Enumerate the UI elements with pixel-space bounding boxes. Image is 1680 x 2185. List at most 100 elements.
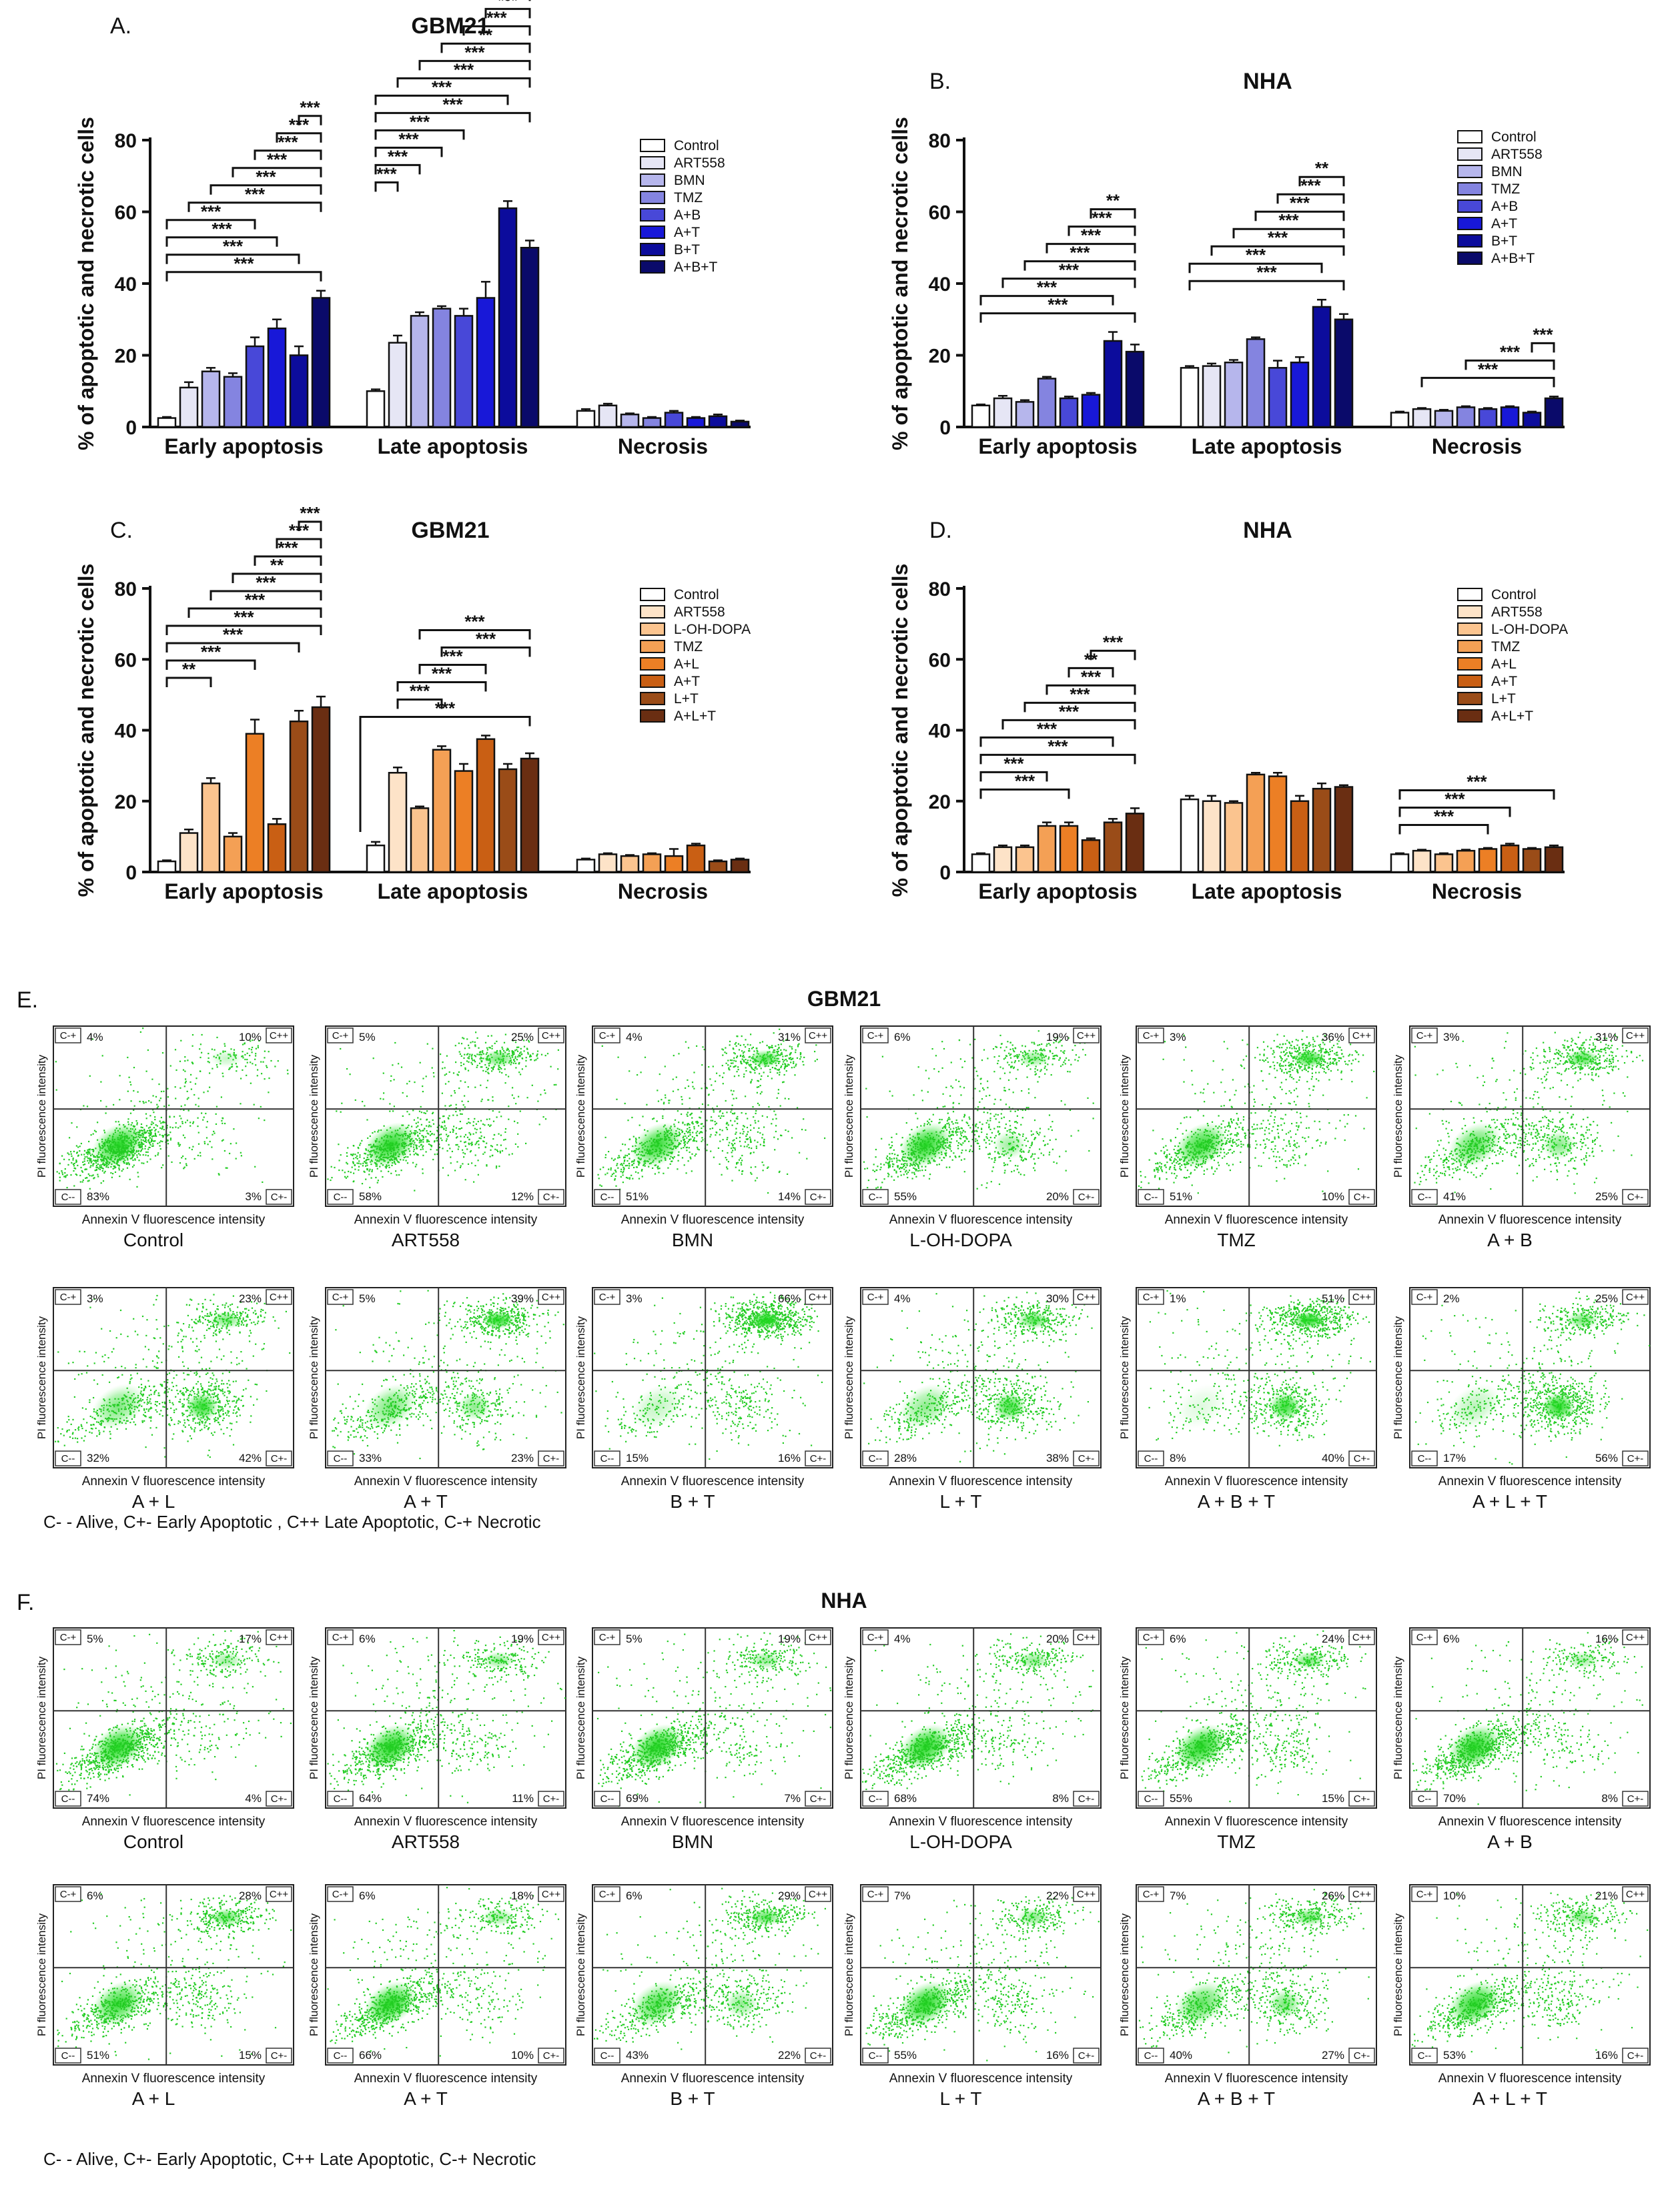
event-dot bbox=[759, 1073, 761, 1075]
event-dot bbox=[438, 1134, 440, 1136]
event-dot bbox=[408, 1135, 410, 1138]
event-dot bbox=[474, 1055, 476, 1057]
event-dot bbox=[157, 1106, 159, 1108]
event-dot bbox=[987, 1080, 989, 1082]
event-dot bbox=[472, 1121, 474, 1123]
event-dot bbox=[687, 1047, 690, 1049]
significance-bracket bbox=[440, 42, 531, 53]
event-dot bbox=[1064, 1063, 1066, 1065]
event-dot bbox=[106, 1162, 108, 1164]
event-dot bbox=[99, 1166, 101, 1168]
event-dot bbox=[734, 1149, 736, 1151]
event-dot bbox=[775, 1114, 777, 1116]
event-dot bbox=[394, 1158, 396, 1160]
event-dot bbox=[109, 1158, 111, 1160]
event-dot bbox=[124, 1126, 126, 1128]
event-dot bbox=[727, 1161, 729, 1163]
event-dot bbox=[998, 1156, 1000, 1158]
event-dot bbox=[434, 1140, 436, 1142]
event-dot bbox=[1005, 1104, 1007, 1106]
event-dot bbox=[781, 1051, 783, 1053]
event-dot bbox=[152, 1145, 154, 1147]
event-dot bbox=[913, 1173, 915, 1176]
event-dot bbox=[189, 1122, 191, 1124]
bar-A+T bbox=[1290, 362, 1310, 428]
event-dot bbox=[969, 1043, 971, 1045]
event-dot bbox=[927, 1133, 929, 1135]
event-dot bbox=[506, 1049, 508, 1051]
event-dot bbox=[816, 1058, 818, 1061]
event-dot bbox=[408, 1148, 410, 1150]
event-dot bbox=[378, 1157, 380, 1159]
event-dot bbox=[145, 1141, 147, 1144]
event-dot bbox=[376, 1140, 378, 1142]
event-dot bbox=[762, 1134, 764, 1136]
event-dot bbox=[933, 1150, 935, 1152]
event-dot bbox=[750, 1141, 752, 1143]
event-dot bbox=[1047, 1128, 1049, 1130]
event-dot bbox=[185, 1078, 187, 1080]
event-dot bbox=[466, 1148, 468, 1150]
event-dot bbox=[511, 1050, 513, 1052]
event-dot bbox=[411, 1138, 413, 1140]
event-dot bbox=[389, 1148, 391, 1150]
event-dot bbox=[144, 1148, 146, 1150]
significance-bracket bbox=[979, 788, 1070, 799]
event-dot bbox=[1045, 1069, 1047, 1071]
legend-item: Control bbox=[674, 587, 719, 602]
event-dot bbox=[681, 1099, 683, 1101]
event-dot bbox=[97, 1156, 99, 1158]
event-dot bbox=[757, 1079, 759, 1081]
event-dot bbox=[380, 1158, 382, 1160]
y-tick-label: 80 bbox=[115, 578, 137, 600]
event-dot bbox=[449, 1131, 451, 1134]
event-dot bbox=[496, 1165, 498, 1168]
event-dot bbox=[964, 1136, 966, 1138]
event-dot bbox=[433, 1075, 435, 1077]
quadrant-tag-box bbox=[327, 1027, 354, 1043]
event-dot bbox=[624, 1144, 626, 1146]
event-dot bbox=[915, 1162, 917, 1164]
event-dot bbox=[673, 1138, 676, 1140]
event-dot bbox=[171, 1127, 174, 1129]
event-dot bbox=[488, 1118, 490, 1120]
event-dot bbox=[941, 1136, 943, 1138]
event-dot bbox=[672, 1090, 675, 1092]
event-dot bbox=[750, 1172, 752, 1174]
event-dot bbox=[663, 1153, 665, 1155]
significance-bracket bbox=[165, 677, 212, 688]
event-dot bbox=[991, 1140, 993, 1142]
event-dot bbox=[892, 1163, 894, 1165]
bar-A+T bbox=[1081, 839, 1101, 873]
event-dot bbox=[136, 1186, 138, 1188]
event-dot bbox=[625, 1176, 628, 1179]
event-dot bbox=[128, 1137, 130, 1139]
event-dot bbox=[75, 1173, 77, 1176]
event-dot bbox=[192, 1122, 194, 1124]
event-dot bbox=[410, 1130, 412, 1132]
event-dot bbox=[931, 1120, 933, 1122]
event-dot bbox=[941, 1141, 943, 1143]
event-dot bbox=[496, 1149, 498, 1151]
event-dot bbox=[378, 1141, 380, 1143]
event-dot bbox=[891, 1136, 893, 1138]
event-dot bbox=[735, 1128, 737, 1130]
legend-swatch bbox=[1457, 147, 1483, 161]
bar-ART558 bbox=[1202, 365, 1222, 428]
event-dot bbox=[944, 1127, 947, 1129]
event-dot bbox=[657, 1146, 659, 1148]
event-dot bbox=[796, 1057, 799, 1059]
event-dot bbox=[758, 1104, 761, 1106]
event-dot bbox=[913, 1167, 915, 1169]
bar-A+B bbox=[1059, 397, 1079, 428]
event-dot bbox=[933, 1140, 935, 1142]
event-dot bbox=[635, 1138, 637, 1140]
event-dot bbox=[440, 1053, 442, 1055]
event-dot bbox=[875, 1156, 877, 1158]
event-dot bbox=[492, 1068, 494, 1071]
event-dot bbox=[361, 1183, 364, 1185]
event-dot bbox=[943, 1130, 945, 1132]
event-dot bbox=[186, 1090, 188, 1092]
event-dot bbox=[93, 1130, 96, 1132]
